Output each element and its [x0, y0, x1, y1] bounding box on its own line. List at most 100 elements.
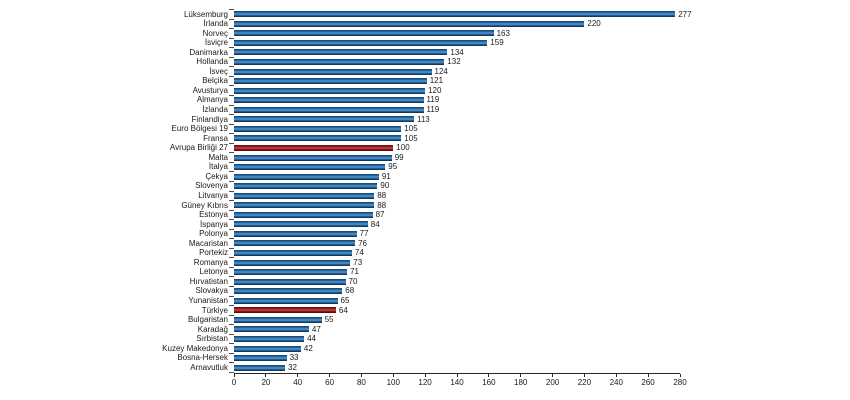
category-axis-tick [229, 343, 234, 345]
bar-row: Slovakya 68 [0, 286, 850, 296]
value-label: 87 [375, 210, 385, 220]
value-label: 73 [353, 257, 363, 267]
x-axis-tick-label: 240 [609, 377, 623, 387]
bar [234, 259, 351, 266]
category-axis-tick [229, 276, 234, 278]
bar [234, 202, 375, 209]
x-axis-line [234, 372, 680, 374]
bar [234, 68, 432, 75]
bar [234, 250, 352, 257]
value-label: 105 [404, 124, 418, 134]
bar [234, 173, 379, 180]
x-axis-tick [297, 373, 299, 377]
x-axis-tick-label: 220 [577, 377, 592, 387]
bar [234, 192, 375, 199]
bar [234, 211, 373, 218]
category-label: Letonya [199, 267, 228, 277]
category-label: Bulgaristan [187, 315, 228, 325]
category-label: İrlanda [203, 19, 228, 29]
category-axis-tick [229, 28, 234, 30]
bar-row: Avusturya 120 [0, 86, 850, 96]
category-axis-tick [229, 266, 234, 268]
value-label: 42 [303, 343, 313, 353]
bar-row: Euro Bölgesi 19 105 [0, 124, 850, 134]
value-label: 47 [311, 324, 321, 334]
bar [234, 183, 378, 190]
bar [234, 125, 402, 132]
category-axis-tick [229, 161, 234, 163]
value-label: 134 [450, 47, 464, 57]
value-label: 33 [289, 353, 299, 363]
x-axis-tick [520, 373, 522, 377]
value-label: 119 [426, 105, 440, 114]
category-label: Estonya [199, 210, 228, 220]
value-label: 90 [380, 181, 390, 191]
value-label: 220 [587, 19, 601, 29]
bar [234, 78, 427, 85]
category-label: Slovakya [195, 286, 228, 296]
x-axis-tick [392, 373, 394, 377]
x-axis-tick-label: 60 [325, 377, 335, 387]
value-label: 124 [434, 66, 448, 76]
category-label: Sırbistan [196, 334, 228, 344]
value-label: 64 [338, 305, 348, 315]
category-label: Avrupa Birliği 27 [169, 143, 228, 153]
x-axis-tick [424, 373, 426, 377]
bar-row: İsveç 124 [0, 67, 850, 77]
value-label: 105 [404, 133, 418, 143]
x-axis-tick [233, 373, 235, 377]
value-label: 88 [377, 200, 387, 210]
value-label: 113 [417, 114, 430, 124]
bar-row: Bulgaristan 55 [0, 315, 850, 325]
bar-row: Hollanda 132 [0, 57, 850, 67]
x-axis-tick [679, 373, 681, 377]
x-axis-tick-label: 280 [673, 377, 687, 387]
bar [234, 39, 488, 46]
category-axis-tick [229, 104, 234, 106]
category-axis-tick [229, 352, 234, 354]
bar-row: Danimarka 134 [0, 48, 850, 58]
value-label: 100 [396, 143, 410, 153]
category-label: Danimarka [189, 47, 228, 57]
bar-row: İsviçre 159 [0, 38, 850, 48]
bar [234, 59, 445, 66]
bar-row: Letonya 71 [0, 267, 850, 277]
category-axis-tick [229, 114, 234, 116]
bar-row: Slovenya 90 [0, 181, 850, 191]
category-axis-tick [229, 56, 234, 58]
category-label: Hollanda [196, 57, 228, 67]
x-axis-tick-label: 140 [450, 377, 464, 387]
value-label: 68 [345, 286, 355, 296]
category-axis-tick [229, 47, 234, 49]
bar [234, 335, 305, 342]
bar [234, 345, 301, 352]
bar [234, 278, 346, 285]
category-label: İsviçre [204, 38, 228, 48]
bar [234, 30, 494, 37]
category-axis-tick [229, 247, 234, 249]
value-label: 119 [426, 95, 440, 105]
x-axis-tick [615, 373, 617, 377]
category-axis-tick [229, 219, 234, 221]
bar-row: Estonya 87 [0, 210, 850, 220]
category-label: Hırvatistan [189, 276, 228, 286]
bar-row: Güney Kıbrıs 88 [0, 201, 850, 211]
x-axis-tick-label: 40 [293, 377, 303, 387]
bar [234, 240, 356, 247]
category-axis-tick [229, 238, 234, 240]
bar-row: Almanya 119 [0, 95, 850, 105]
bar-row: Sırbistan 44 [0, 334, 850, 344]
category-axis-tick [229, 171, 234, 173]
value-label: 88 [377, 190, 387, 200]
category-label: Güney Kıbrıs [181, 200, 228, 210]
value-label: 76 [358, 238, 367, 248]
x-axis-tick-label: 160 [482, 377, 496, 387]
category-label: İspanya [199, 219, 228, 229]
bar [234, 49, 448, 56]
category-axis-tick [229, 66, 234, 68]
bar-row: Çekya 91 [0, 172, 850, 182]
bar [234, 11, 676, 18]
x-axis-tick [647, 373, 649, 377]
bar-row: Finlandiya 113 [0, 115, 850, 125]
bar-row: Fransa 105 [0, 134, 850, 144]
